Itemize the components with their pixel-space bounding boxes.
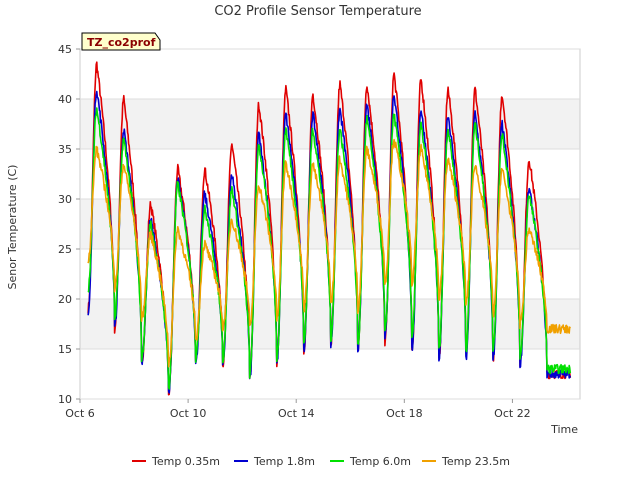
y-axis-ticks: 10 15 20 25 30 35 40 45 — [58, 43, 80, 406]
chart-title: CO2 Profile Sensor Temperature — [214, 4, 421, 19]
y-tick-label: 30 — [58, 193, 72, 206]
x-tick-label: Oct 22 — [494, 407, 531, 420]
station-tag-label: TZ_co2prof — [87, 36, 156, 49]
background-band — [80, 49, 580, 99]
y-axis-label: Senor Temperature (C) — [6, 165, 19, 290]
x-tick-label: Oct 10 — [170, 407, 207, 420]
background-band — [80, 99, 580, 149]
station-tag: TZ_co2prof — [81, 32, 161, 51]
y-tick-label: 10 — [58, 393, 72, 406]
legend-label: Temp 6.0m — [349, 455, 411, 468]
series-lines — [87, 61, 572, 396]
x-tick-label: Oct 6 — [65, 407, 95, 420]
legend-label: Temp 0.35m — [151, 455, 220, 468]
series-line — [87, 138, 572, 368]
y-tick-label: 40 — [58, 93, 72, 106]
background-band — [80, 349, 580, 399]
background-band — [80, 149, 580, 199]
legend-label: Temp 1.8m — [253, 455, 315, 468]
y-tick-label: 25 — [58, 243, 72, 256]
x-tick-label: Oct 18 — [386, 407, 423, 420]
y-tick-label: 15 — [58, 343, 72, 356]
station-tag-box — [81, 32, 161, 51]
y-tick-label: 20 — [58, 293, 72, 306]
x-axis-ticks: Oct 6 Oct 10 Oct 14 Oct 18 Oct 22 — [65, 399, 531, 420]
x-axis-label: Time — [550, 423, 578, 436]
x-tick-label: Oct 14 — [278, 407, 315, 420]
legend-label: Temp 23.5m — [441, 455, 510, 468]
y-tick-label: 45 — [58, 43, 72, 56]
y-tick-label: 35 — [58, 143, 72, 156]
legend: Temp 0.35m Temp 1.8m Temp 6.0m Temp 23.5m — [132, 455, 510, 468]
